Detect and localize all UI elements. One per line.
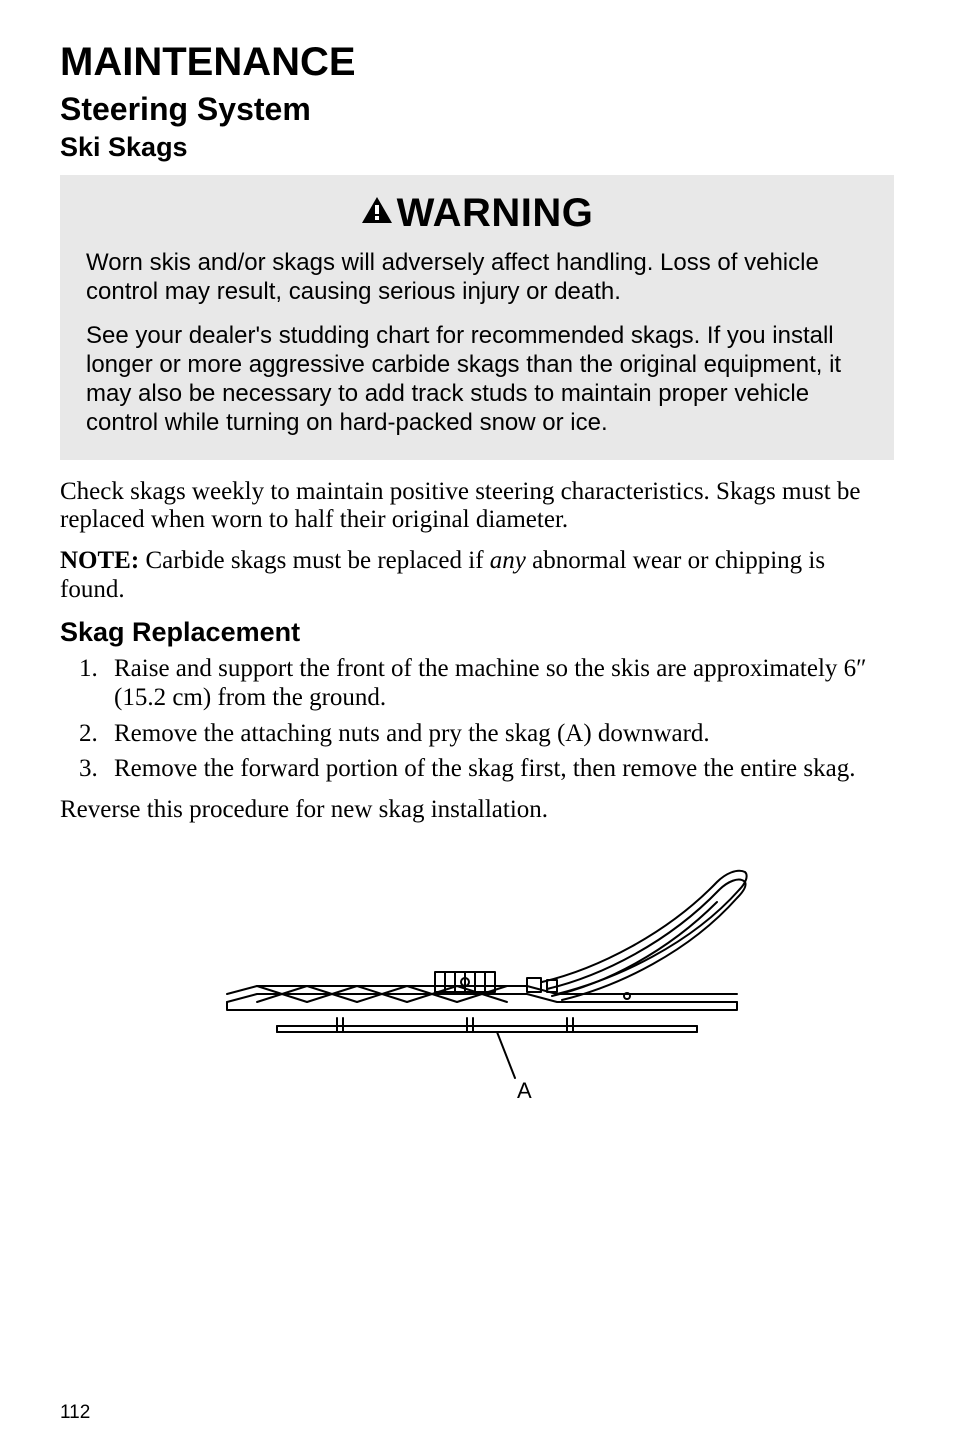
- warning-triangle-icon: [361, 189, 393, 234]
- figure-label-a: A: [517, 1078, 532, 1103]
- body-note: NOTE: Carbide skags must be replaced if …: [60, 547, 894, 605]
- warning-para-2: See your dealer's studding chart for rec…: [86, 321, 868, 438]
- heading-skag-replacement: Skag Replacement: [60, 617, 894, 648]
- ski-figure: A: [60, 854, 894, 1119]
- steps-list: Raise and support the front of the machi…: [60, 654, 894, 784]
- warning-para-1: Worn skis and/or skags will adversely af…: [86, 248, 868, 307]
- warning-title: WARNING: [86, 189, 868, 236]
- heading-ski-skags: Ski Skags: [60, 132, 894, 163]
- page: MAINTENANCE Steering System Ski Skags WA…: [0, 0, 954, 1454]
- note-label: NOTE:: [60, 547, 139, 574]
- heading-steering-system: Steering System: [60, 91, 894, 128]
- step-3: Remove the forward portion of the skag f…: [104, 754, 894, 784]
- page-number: 112: [60, 1402, 90, 1424]
- step-1: Raise and support the front of the machi…: [104, 654, 894, 713]
- body-closing: Reverse this procedure for new skag inst…: [60, 796, 894, 825]
- note-italic: any: [490, 547, 526, 574]
- heading-maintenance: MAINTENANCE: [60, 40, 894, 85]
- warning-box: WARNING Worn skis and/or skags will adve…: [60, 175, 894, 460]
- warning-title-text: WARNING: [397, 191, 594, 235]
- body-para-check: Check skags weekly to maintain positive …: [60, 478, 894, 536]
- note-pre: Carbide skags must be replaced if: [139, 547, 490, 574]
- step-2: Remove the attaching nuts and pry the sk…: [104, 719, 894, 749]
